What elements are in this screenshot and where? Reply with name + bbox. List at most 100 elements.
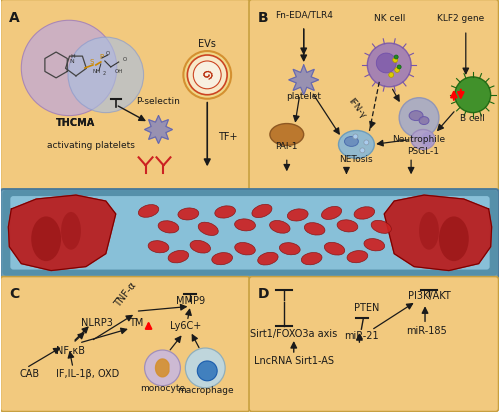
- Ellipse shape: [354, 207, 374, 220]
- Ellipse shape: [212, 253, 233, 265]
- Text: activating platelets: activating platelets: [47, 141, 135, 150]
- Circle shape: [394, 68, 400, 73]
- Polygon shape: [289, 66, 318, 95]
- Polygon shape: [156, 359, 169, 377]
- Ellipse shape: [215, 206, 236, 218]
- Text: O: O: [122, 57, 127, 62]
- Text: PAI-1: PAI-1: [276, 142, 298, 151]
- Text: TNF-α: TNF-α: [113, 280, 138, 309]
- Ellipse shape: [322, 207, 342, 220]
- Text: platelet: platelet: [286, 92, 321, 100]
- FancyBboxPatch shape: [0, 277, 250, 412]
- FancyBboxPatch shape: [0, 0, 250, 192]
- Text: OH: OH: [115, 69, 123, 74]
- Ellipse shape: [411, 130, 435, 150]
- Circle shape: [364, 140, 369, 145]
- Ellipse shape: [302, 253, 322, 265]
- Circle shape: [68, 38, 144, 113]
- Circle shape: [397, 66, 401, 70]
- Ellipse shape: [234, 219, 256, 231]
- Text: N: N: [70, 59, 74, 64]
- Ellipse shape: [258, 253, 278, 266]
- Text: IF,IL-1β, OXD: IF,IL-1β, OXD: [56, 368, 120, 378]
- Text: THCMA: THCMA: [56, 117, 96, 127]
- Text: TM: TM: [128, 318, 143, 328]
- Circle shape: [394, 56, 398, 60]
- Text: NF-κB: NF-κB: [56, 345, 85, 355]
- Ellipse shape: [280, 243, 300, 255]
- Circle shape: [360, 149, 365, 154]
- Polygon shape: [384, 196, 492, 271]
- Text: NH: NH: [92, 69, 101, 74]
- Text: S: S: [90, 59, 94, 65]
- FancyBboxPatch shape: [249, 0, 498, 192]
- Ellipse shape: [178, 209, 199, 221]
- Text: B: B: [258, 11, 268, 25]
- Ellipse shape: [344, 137, 358, 147]
- Text: B cell: B cell: [460, 113, 485, 122]
- Ellipse shape: [234, 243, 256, 255]
- Circle shape: [388, 73, 394, 78]
- Text: 2: 2: [102, 71, 106, 76]
- Text: Ly6C+: Ly6C+: [170, 320, 201, 330]
- Text: Neutrophile: Neutrophile: [392, 135, 446, 144]
- Ellipse shape: [61, 212, 81, 250]
- Text: macrophage: macrophage: [177, 385, 234, 394]
- Text: MMP9: MMP9: [176, 296, 205, 306]
- Text: KLF2 gene: KLF2 gene: [437, 14, 484, 23]
- Ellipse shape: [364, 239, 384, 251]
- Text: NETosis: NETosis: [340, 155, 373, 164]
- FancyBboxPatch shape: [0, 190, 498, 280]
- Text: P-selectin: P-selectin: [136, 97, 180, 105]
- Text: C: C: [10, 287, 20, 301]
- Circle shape: [144, 350, 180, 386]
- Text: PTEN: PTEN: [354, 303, 379, 313]
- Ellipse shape: [148, 241, 169, 253]
- Ellipse shape: [371, 221, 392, 234]
- Text: O: O: [106, 51, 110, 56]
- Ellipse shape: [198, 223, 218, 236]
- Text: miR-185: miR-185: [406, 325, 446, 335]
- Text: LncRNA Sirt1-AS: LncRNA Sirt1-AS: [254, 355, 334, 365]
- Text: Sirt1/FOXO3a axis: Sirt1/FOXO3a axis: [250, 328, 338, 338]
- Text: PSGL-1: PSGL-1: [407, 147, 439, 156]
- Ellipse shape: [304, 223, 325, 235]
- Ellipse shape: [270, 124, 304, 146]
- Text: A: A: [10, 11, 20, 25]
- Ellipse shape: [288, 209, 308, 221]
- Text: monocyte: monocyte: [140, 383, 185, 392]
- FancyBboxPatch shape: [249, 277, 498, 412]
- Circle shape: [194, 62, 221, 90]
- Ellipse shape: [158, 221, 179, 233]
- Polygon shape: [144, 116, 172, 144]
- Ellipse shape: [168, 251, 188, 263]
- Ellipse shape: [347, 251, 368, 263]
- FancyBboxPatch shape: [2, 191, 498, 276]
- Circle shape: [399, 98, 439, 138]
- Ellipse shape: [338, 131, 374, 159]
- Circle shape: [368, 44, 411, 88]
- Circle shape: [198, 361, 217, 381]
- FancyBboxPatch shape: [8, 197, 492, 273]
- Polygon shape: [8, 196, 116, 271]
- Text: IFN-γ: IFN-γ: [346, 97, 367, 120]
- Circle shape: [188, 56, 227, 95]
- Ellipse shape: [337, 220, 358, 233]
- Ellipse shape: [190, 241, 210, 254]
- Text: CAB: CAB: [20, 368, 40, 378]
- Circle shape: [392, 58, 398, 63]
- Ellipse shape: [31, 217, 61, 261]
- Text: miR-21: miR-21: [344, 330, 378, 340]
- Circle shape: [353, 135, 358, 140]
- Text: D: D: [258, 287, 270, 301]
- Text: THCMA: THCMA: [56, 117, 96, 127]
- Text: NK cell: NK cell: [374, 14, 405, 23]
- Text: H: H: [70, 54, 76, 59]
- Ellipse shape: [409, 112, 423, 121]
- Circle shape: [376, 54, 396, 74]
- Circle shape: [184, 52, 231, 100]
- Text: NLRP3: NLRP3: [81, 318, 113, 328]
- Text: P: P: [100, 54, 104, 60]
- Circle shape: [186, 348, 225, 388]
- FancyBboxPatch shape: [10, 197, 490, 270]
